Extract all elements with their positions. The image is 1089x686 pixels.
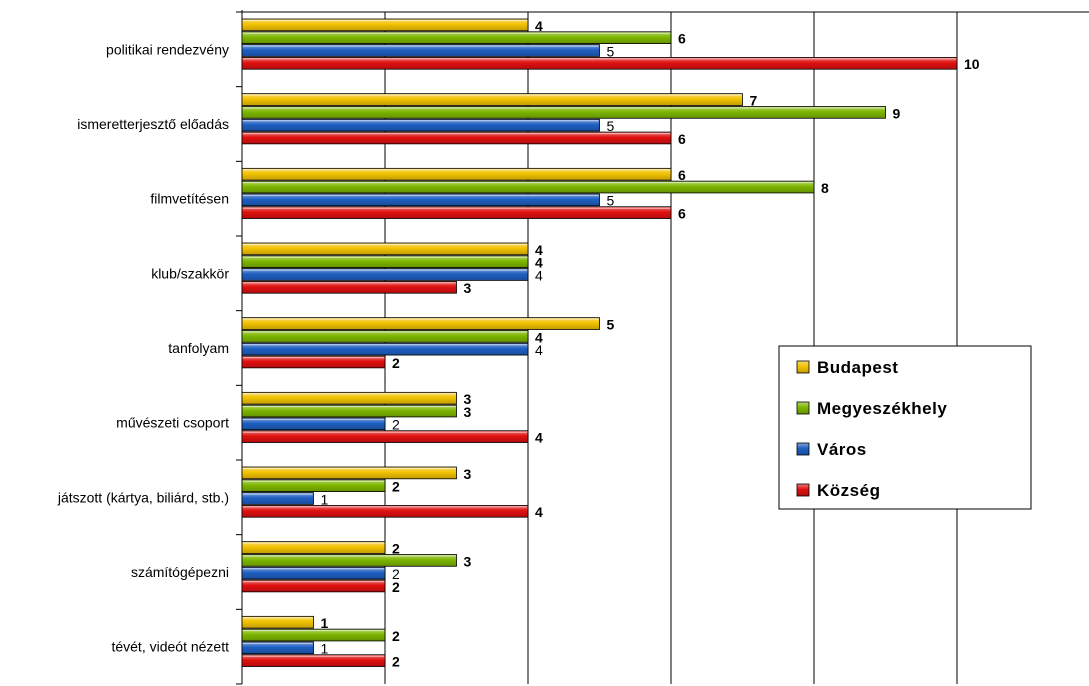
bar-város-0 <box>241 44 600 57</box>
data-label: 4 <box>535 329 543 345</box>
bar-község-3 <box>241 280 457 294</box>
category-label: tévét, videót nézett <box>111 639 229 655</box>
bar-város-3 <box>241 268 529 281</box>
data-label: 3 <box>464 391 472 407</box>
bar-község-6 <box>241 504 529 518</box>
bar-budapest-3 <box>241 242 529 256</box>
category-label: számítógépezni <box>131 564 229 580</box>
data-label: 4 <box>535 255 543 271</box>
category-label: tanfolyam <box>168 340 229 356</box>
bar-község-0 <box>241 57 958 70</box>
bar-megyeszékhely-1 <box>241 106 886 119</box>
category-label: politikai rendezvény <box>106 41 229 57</box>
data-label: 8 <box>821 180 829 196</box>
bar-megyeszékhely-6 <box>241 479 386 492</box>
bar-község-7 <box>241 579 386 593</box>
category-label: filmvetítésen <box>150 191 229 207</box>
bar-budapest-0 <box>241 18 529 32</box>
bar-budapest-2 <box>241 167 672 181</box>
data-label: 2 <box>392 540 400 556</box>
data-label: 3 <box>464 466 472 482</box>
legend: Budapest Megyeszékhely Város Község <box>778 345 1032 510</box>
data-label: 5 <box>607 118 615 134</box>
data-label: 4 <box>535 242 543 258</box>
bar-megyeszékhely-3 <box>241 255 529 269</box>
bar-megyeszékhely-5 <box>241 404 457 418</box>
legend-label: Budapest <box>817 358 898 377</box>
category-label: művészeti csoport <box>116 415 229 431</box>
data-label: 5 <box>607 316 615 332</box>
bar-budapest-7 <box>241 541 386 554</box>
data-label: 5 <box>607 193 615 209</box>
bars <box>241 18 958 667</box>
bar-budapest-1 <box>241 93 743 106</box>
legend-swatch-község <box>796 483 810 497</box>
bar-város-6 <box>241 492 314 505</box>
bar-budapest-6 <box>241 466 457 480</box>
data-label: 2 <box>392 355 400 371</box>
data-label: 2 <box>392 654 400 670</box>
category-label: ismeretterjesztő előadás <box>77 116 229 132</box>
data-label: 4 <box>535 342 543 358</box>
data-label: 4 <box>535 18 543 34</box>
category-labels: politikai rendezvény ismeretterjesztő elő… <box>57 41 230 654</box>
data-label: 6 <box>678 206 686 222</box>
data-label: 4 <box>535 430 543 446</box>
bar-város-5 <box>241 417 386 431</box>
legend-swatch-város <box>796 442 810 456</box>
legend-label: Megyeszékhely <box>817 399 947 418</box>
category-label: játszott (kártya, biliárd, stb.) <box>57 489 229 505</box>
data-label: 1 <box>321 641 329 657</box>
data-label: 2 <box>392 628 400 644</box>
bar-megyeszékhely-2 <box>241 180 815 194</box>
bar-város-1 <box>241 118 600 132</box>
data-label: 6 <box>678 31 686 47</box>
legend-swatch-megyeszékhely <box>796 401 810 415</box>
data-label: 10 <box>964 56 980 72</box>
bar-budapest-4 <box>241 317 600 330</box>
data-label: 1 <box>321 615 329 631</box>
legend-label: Város <box>817 440 867 459</box>
data-label: 3 <box>464 553 472 569</box>
bar-budapest-8 <box>241 615 314 629</box>
data-label: 2 <box>392 579 400 595</box>
bar-megyeszékhely-7 <box>241 554 457 567</box>
bar-város-4 <box>241 342 529 356</box>
bar-megyeszékhely-0 <box>241 31 672 44</box>
category-axis <box>236 10 243 685</box>
bar-város-2 <box>241 193 600 207</box>
data-label: 9 <box>893 105 901 121</box>
bar-megyeszékhely-4 <box>241 330 529 343</box>
bar-község-8 <box>241 654 386 667</box>
bar-község-4 <box>241 355 386 369</box>
legend-label: Község <box>817 481 880 500</box>
bar-budapest-5 <box>241 391 457 405</box>
legend-swatch-budapest <box>796 360 810 374</box>
data-label: 6 <box>678 131 686 147</box>
data-label: 3 <box>464 404 472 420</box>
legend-box <box>778 345 1032 510</box>
bar-város-7 <box>241 566 386 580</box>
data-label: 5 <box>607 43 615 59</box>
bar-város-8 <box>241 641 314 655</box>
data-label: 1 <box>321 491 329 507</box>
data-label: 2 <box>392 417 400 433</box>
category-label: klub/szakkör <box>151 265 229 281</box>
data-label: 2 <box>392 479 400 495</box>
data-label: 2 <box>392 566 400 582</box>
bar-község-5 <box>241 430 529 443</box>
data-label: 4 <box>535 267 543 283</box>
data-label: 3 <box>464 280 472 296</box>
data-label: 4 <box>535 504 543 520</box>
bar-község-1 <box>241 131 672 145</box>
data-label: 7 <box>750 92 758 108</box>
bar-község-2 <box>241 206 672 219</box>
data-label: 6 <box>678 167 686 183</box>
bar-megyeszékhely-8 <box>241 628 386 642</box>
